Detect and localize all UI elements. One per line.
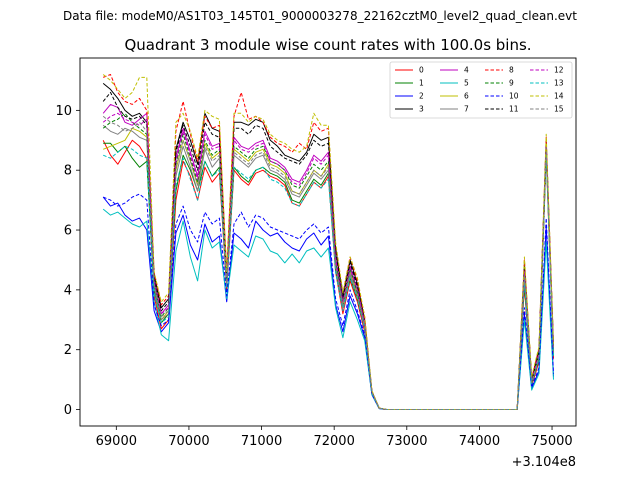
y-tick-label: 0: [64, 403, 72, 418]
x-tick-label: 69000: [96, 434, 137, 449]
x-axis: 69000 70000 71000 72000 73000 74000 75000: [96, 426, 573, 449]
y-axis: 0 2 4 6 8 10: [55, 104, 80, 418]
legend-label-11: 11: [509, 105, 519, 114]
x-tick-label: 75000: [531, 434, 572, 449]
x-axis-offset-label: +3.104e8: [512, 455, 576, 470]
legend-box: [389, 61, 573, 119]
legend-label-10: 10: [509, 92, 519, 101]
legend-label-0: 0: [419, 66, 424, 75]
chart-title: Quadrant 3 module wise count rates with …: [124, 36, 531, 54]
axes-frame: [79, 57, 577, 427]
x-tick-label: 71000: [241, 434, 282, 449]
plot-area: [102, 74, 554, 410]
x-tick-label: 73000: [386, 434, 427, 449]
legend-label-2: 2: [419, 92, 424, 101]
figure-suptitle: Data file: modeM0/AS1T03_145T01_90000032…: [63, 9, 577, 23]
legend-label-8: 8: [509, 66, 514, 75]
legend-label-4: 4: [464, 66, 469, 75]
legend-label-9: 9: [509, 79, 514, 88]
legend-label-13: 13: [554, 79, 564, 88]
series-line-15: [102, 115, 554, 410]
y-tick-label: 6: [64, 224, 72, 239]
legend-label-14: 14: [554, 92, 564, 101]
legend-label-15: 15: [554, 105, 564, 114]
y-tick-label: 8: [64, 164, 72, 179]
legend-label-1: 1: [419, 79, 424, 88]
legend-label-3: 3: [419, 105, 424, 114]
y-tick-label: 4: [64, 283, 72, 298]
x-tick-label: 70000: [168, 434, 209, 449]
y-tick-label: 10: [55, 104, 72, 119]
legend-label-7: 7: [464, 105, 469, 114]
x-tick-label: 74000: [459, 434, 500, 449]
x-tick-label: 72000: [313, 434, 354, 449]
legend-label-5: 5: [464, 79, 469, 88]
series-line-10: [103, 193, 554, 410]
legend-label-12: 12: [554, 66, 564, 75]
legend-label-6: 6: [464, 92, 469, 101]
y-tick-label: 2: [64, 343, 72, 358]
